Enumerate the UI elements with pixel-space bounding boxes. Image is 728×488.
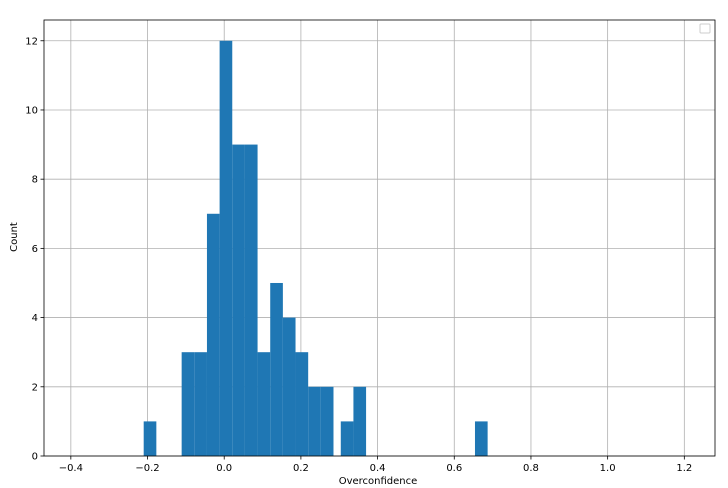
y-tick-label: 6 — [32, 244, 38, 255]
histogram-bar — [258, 352, 271, 456]
histogram-bar — [207, 214, 220, 456]
histogram-bar — [270, 283, 283, 456]
y-tick-label: 0 — [32, 452, 38, 463]
x-tick-label: 0.0 — [216, 463, 232, 474]
y-tick-label: 4 — [32, 313, 38, 324]
histogram-bar — [341, 421, 354, 456]
histogram-bar — [245, 145, 258, 456]
histogram-bar — [144, 421, 157, 456]
y-axis-label: Count — [9, 222, 20, 252]
histogram-bar — [194, 352, 207, 456]
x-tick-label: −0.2 — [135, 463, 159, 474]
x-axis-label: Overconfidence — [339, 476, 418, 487]
y-tick-label: 10 — [25, 105, 38, 116]
x-tick-label: 0.8 — [523, 463, 539, 474]
histogram-bar — [296, 352, 309, 456]
x-tick-label: −0.4 — [59, 463, 83, 474]
y-tick-label: 8 — [32, 175, 38, 186]
histogram-bar — [321, 387, 334, 456]
histogram-bar — [220, 41, 233, 456]
histogram-bar — [283, 318, 296, 456]
legend-box — [700, 24, 710, 33]
x-tick-label: 0.2 — [293, 463, 309, 474]
x-tick-label: 0.6 — [446, 463, 462, 474]
histogram-bar — [182, 352, 195, 456]
y-tick-label: 2 — [32, 382, 38, 393]
x-tick-label: 1.2 — [676, 463, 692, 474]
histogram-bar — [475, 421, 488, 456]
histogram-bar — [353, 387, 366, 456]
histogram-bar — [232, 145, 245, 456]
y-tick-label: 12 — [25, 36, 38, 47]
histogram-bar — [308, 387, 321, 456]
x-tick-label: 1.0 — [600, 463, 616, 474]
x-tick-label: 0.4 — [370, 463, 386, 474]
